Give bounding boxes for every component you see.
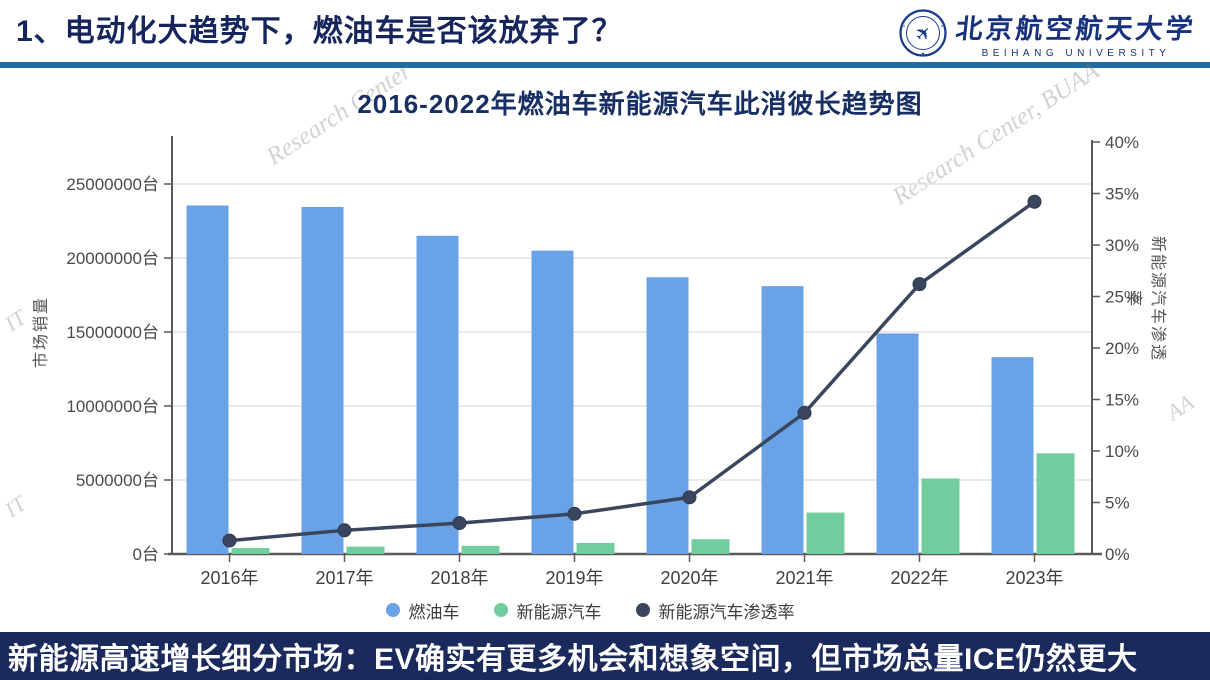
beihang-logo-names: 北京航空航天大学 BEIHANG UNIVERSITY — [954, 7, 1197, 59]
legend-dot-nev — [493, 603, 508, 617]
legend-label-nev: 新能源汽车 — [516, 602, 602, 622]
y-axis-left-tick-label: 5000000台 — [76, 471, 159, 490]
beihang-emblem-icon: ✈ — [899, 9, 947, 57]
y-axis-right-tick-label: 10% — [1105, 442, 1139, 461]
x-axis-label: 2019年 — [545, 568, 603, 588]
x-axis-label: 2023年 — [1005, 568, 1063, 588]
y-axis-right-tick-label: 15% — [1105, 391, 1139, 410]
penetration-point — [797, 405, 812, 420]
penetration-point — [912, 277, 927, 292]
bar-nev — [231, 548, 270, 554]
bar-ice — [876, 333, 919, 554]
bar-nev — [691, 539, 730, 554]
y-axis-left-title: 市场销量 — [33, 296, 50, 369]
y-axis-right-tick-label: 5% — [1105, 494, 1130, 513]
x-axis-label: 2022年 — [890, 568, 948, 588]
legend-label-ice: 燃油车 — [408, 602, 460, 622]
footer-text: 新能源高速增长细分市场：EV确实有更多机会和想象空间，但市场总量ICE仍然更大 — [8, 643, 1138, 676]
x-axis-label: 2021年 — [775, 568, 833, 588]
y-axis-left-tick-label: 10000000台 — [66, 397, 159, 416]
beihang-logo: ✈ 北京航空航天大学 BEIHANG UNIVERSITY — [898, 7, 1197, 59]
x-axis-label: 2016年 — [200, 568, 258, 588]
bar-ice — [646, 277, 689, 554]
bar-nev — [461, 545, 500, 554]
y-axis-right-tick-label: 0% — [1105, 545, 1130, 564]
beihang-name-en: BEIHANG UNIVERSITY — [981, 48, 1171, 59]
penetration-point — [567, 506, 582, 521]
penetration-point — [337, 523, 352, 538]
penetration-point — [682, 490, 697, 505]
y-axis-left-tick-label: 0台 — [133, 545, 159, 564]
penetration-point — [1027, 194, 1042, 209]
y-axis-right-tick-label: 30% — [1105, 236, 1139, 255]
bar-nev — [576, 542, 615, 554]
y-axis-right-tick-label: 25% — [1105, 288, 1139, 307]
legend-item-penetration: 新能源汽车渗透率 — [635, 598, 795, 623]
footer-banner: 新能源高速增长细分市场：EV确实有更多机会和想象空间，但市场总量ICE仍然更大 — [0, 632, 1210, 680]
bar-ice — [531, 250, 574, 554]
bar-ice — [301, 206, 344, 554]
y-axis-right-title: 新能源汽车渗透率 — [1125, 235, 1166, 362]
y-axis-right-tick-label: 35% — [1105, 185, 1139, 204]
chart-legend: 燃油车 新能源汽车 新能源汽车渗透率 — [130, 597, 1050, 623]
page-title: 1、电动化大趋势下，燃油车是否该放弃了？ — [16, 15, 623, 48]
penetration-line — [229, 200, 1036, 543]
legend-dot-penetration — [635, 603, 650, 617]
chart-title: 2016-2022年燃油车新能源汽车此消彼长趋势图 — [357, 89, 923, 119]
y-axis-left-tick-label: 25000000台 — [66, 175, 159, 194]
x-axis-label: 2020年 — [660, 568, 718, 588]
legend-item-nev: 新能源汽车 — [493, 598, 602, 623]
x-axis-label: 2017年 — [315, 568, 373, 588]
bar-ice — [991, 357, 1034, 554]
legend-label-penetration: 新能源汽车渗透率 — [658, 602, 795, 622]
bar-ice — [186, 205, 229, 554]
x-axis-label: 2018年 — [430, 568, 488, 588]
bar-nev — [921, 478, 960, 554]
bar-nev — [806, 512, 845, 554]
y-axis-right-tick-label: 40% — [1105, 133, 1139, 152]
header-underline — [0, 62, 1210, 68]
penetration-point — [452, 516, 467, 531]
y-axis-left-tick-label: 20000000台 — [66, 249, 159, 268]
bar-ice — [416, 235, 459, 555]
y-axis-right-tick-label: 20% — [1105, 339, 1139, 358]
penetration-point — [222, 533, 237, 548]
bar-nev — [1036, 453, 1075, 554]
y-axis-left-tick-label: 15000000台 — [66, 323, 159, 342]
legend-dot-ice — [385, 603, 400, 617]
legend-item-ice: 燃油车 — [385, 598, 460, 623]
bar-nev — [346, 546, 385, 554]
